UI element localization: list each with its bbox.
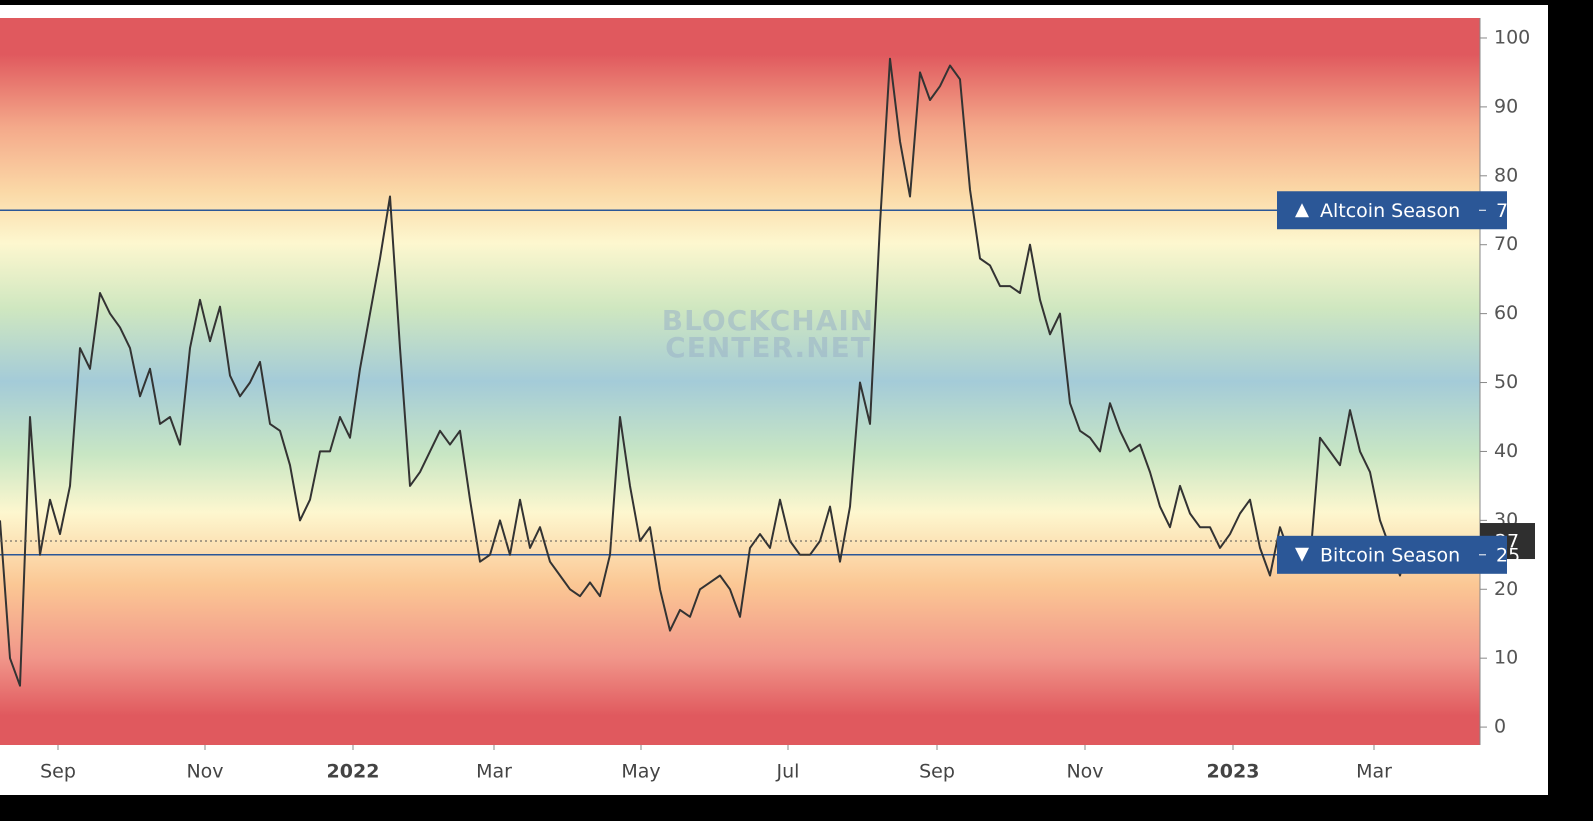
x-tick-label: 2023 — [1207, 761, 1260, 783]
x-tick-label: Nov — [1066, 761, 1103, 783]
y-tick-label: 40 — [1494, 440, 1518, 462]
y-tick-label: 80 — [1494, 164, 1518, 186]
line-series — [0, 57, 1420, 687]
y-tick-label: 100 — [1494, 26, 1530, 48]
reference-value: 75 — [1496, 200, 1520, 222]
reference-label-box — [1277, 535, 1507, 574]
x-tick-label: Nov — [186, 761, 223, 783]
y-tick-label: 60 — [1494, 302, 1518, 324]
y-tick-label: 70 — [1494, 233, 1518, 255]
y-tick-label: 0 — [1494, 716, 1506, 738]
x-tick-label: Mar — [476, 761, 512, 783]
reference-label-box — [1277, 191, 1507, 230]
x-tick-label: May — [621, 761, 660, 783]
x-tick-label: Mar — [1356, 761, 1392, 783]
x-tick-label: Sep — [919, 761, 955, 783]
reference-arrow — [1295, 203, 1309, 218]
x-tick-label: Jul — [776, 761, 800, 783]
plot-background — [0, 18, 1480, 745]
y-tick-label: 90 — [1494, 95, 1518, 117]
reference-value: 25 — [1496, 544, 1520, 566]
x-tick-label: 2022 — [327, 761, 380, 783]
plot: BLOCKCHAINCENTER.NET01020304050607080901… — [0, 26, 1535, 783]
y-tick-label: 20 — [1494, 578, 1518, 600]
reference-label: Bitcoin Season — [1320, 544, 1460, 566]
y-tick-label: 10 — [1494, 647, 1518, 669]
watermark: BLOCKCHAIN — [662, 304, 874, 337]
y-tick-label: 50 — [1494, 371, 1518, 393]
x-tick-label: Sep — [40, 761, 76, 783]
reference-label: Altcoin Season — [1320, 200, 1460, 222]
reference-arrow — [1295, 547, 1309, 562]
watermark: CENTER.NET — [665, 331, 871, 364]
